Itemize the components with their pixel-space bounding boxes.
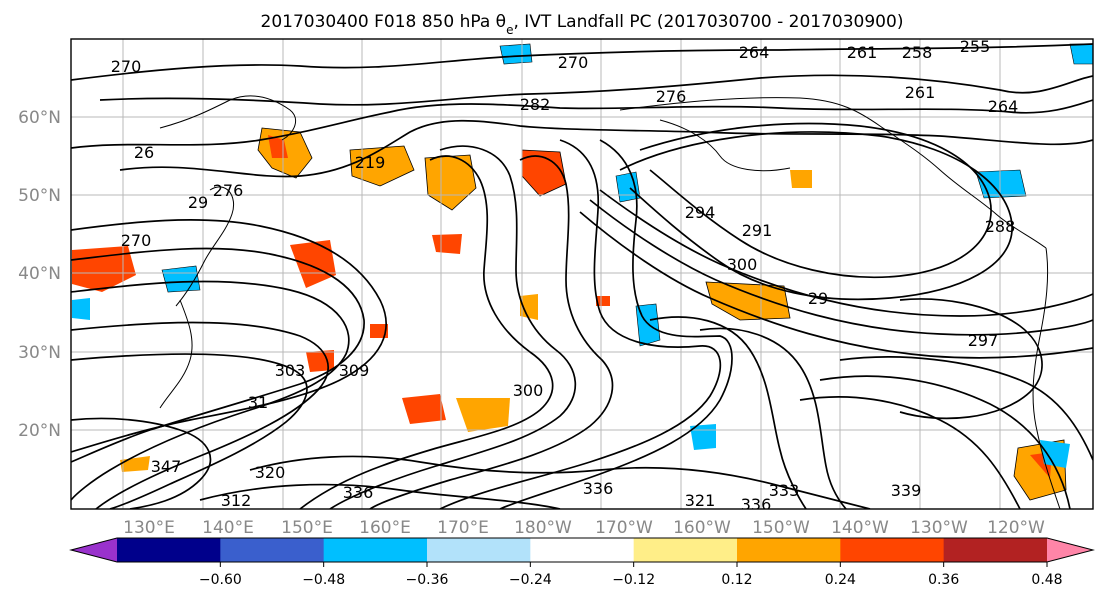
contour-label: 300 xyxy=(513,381,544,400)
contour-label: 309 xyxy=(339,361,370,380)
lon-label: 160°W xyxy=(673,518,731,538)
colorbar-tick-label: −0.24 xyxy=(509,572,552,588)
lon-label: 180°W xyxy=(514,518,572,538)
contour-label: 300 xyxy=(727,255,758,274)
colorbar-extend-low xyxy=(71,538,117,562)
contour-label: 255 xyxy=(960,37,991,56)
contour-label: 261 xyxy=(847,43,878,62)
map-area: 270 270 264 261 258 255 282 276 261 264 … xyxy=(71,37,1093,514)
contour-label: 347 xyxy=(151,457,182,476)
lon-label: 120°W xyxy=(987,518,1045,538)
lat-label: 30°N xyxy=(18,343,61,363)
contour-label: 29 xyxy=(188,193,208,212)
lon-label: 150°E xyxy=(281,518,333,538)
lon-label: 160°E xyxy=(359,518,411,538)
contour-label: 291 xyxy=(742,221,773,240)
lon-label: 130°E xyxy=(123,518,175,538)
contour-label: 258 xyxy=(902,43,933,62)
contour-label: 321 xyxy=(685,491,716,510)
colorbar-segment xyxy=(840,538,945,562)
lon-label: 150°W xyxy=(752,518,810,538)
contour-label: 276 xyxy=(656,87,687,106)
contour-label: 294 xyxy=(685,203,716,222)
longitude-labels: 130°E 140°E 150°E 160°E 170°E 180°W 170°… xyxy=(123,518,1045,538)
colorbar-tick-label: 0.48 xyxy=(1031,572,1062,588)
lon-label: 140°E xyxy=(202,518,254,538)
lon-label: 170°W xyxy=(595,518,653,538)
colorbar-segment xyxy=(943,538,1048,562)
colorbar-tick-label: 0.12 xyxy=(721,572,752,588)
colorbar-tick-label: 0.24 xyxy=(825,572,856,588)
contour-label: 276 xyxy=(213,181,244,200)
colorbar-segment xyxy=(633,538,738,562)
colorbar-segment xyxy=(117,538,221,562)
lat-label: 50°N xyxy=(18,186,61,206)
figure-title: 2017030400 F018 850 hPa θe, IVT Landfall… xyxy=(261,12,904,37)
contour-label: 270 xyxy=(558,53,589,72)
contour-label: 270 xyxy=(111,57,142,76)
contour-label: 297 xyxy=(968,331,999,350)
contour-labels: 270 270 264 261 258 255 282 276 261 264 … xyxy=(111,37,1019,514)
lon-label: 170°E xyxy=(437,518,489,538)
colorbar-tick-label: −0.60 xyxy=(199,572,242,588)
contour-label: 339 xyxy=(891,481,922,500)
lon-label: 140°W xyxy=(831,518,889,538)
contour-label: 336 xyxy=(583,479,614,498)
contour-label: 336 xyxy=(343,483,374,502)
colorbar: −0.60 −0.48 −0.36 −0.24 −0.12 0.12 0.24 0.36 0.4… xyxy=(69,537,1095,588)
colorbar-segment xyxy=(323,538,428,562)
colorbar-extend-high xyxy=(1047,538,1093,562)
lat-label: 60°N xyxy=(18,108,61,128)
colorbar-tick-label: 0.36 xyxy=(928,572,959,588)
colorbar-tick-label: −0.12 xyxy=(612,572,655,588)
contour-label: 26 xyxy=(134,143,154,162)
lat-label: 20°N xyxy=(18,421,61,441)
contour-label: 261 xyxy=(905,83,936,102)
contour-label: 333 xyxy=(769,481,800,500)
contour-label: 31 xyxy=(248,393,268,412)
colorbar-tick-label: −0.36 xyxy=(406,572,449,588)
colorbar-segment xyxy=(427,538,531,562)
contour-label: 312 xyxy=(221,491,252,510)
colorbar-outline xyxy=(69,537,1095,563)
contour-label: 303 xyxy=(275,361,306,380)
map-frame xyxy=(70,38,1094,510)
contour-label: 288 xyxy=(985,217,1016,236)
lon-label: 130°W xyxy=(910,518,968,538)
colorbar-segment xyxy=(220,538,325,562)
contour-label: 336 xyxy=(741,495,772,514)
contour-label: 264 xyxy=(988,97,1019,116)
contour-label: 264 xyxy=(739,43,770,62)
contour-label: 219 xyxy=(355,153,386,172)
latitude-labels: 60°N 50°N 40°N 30°N 20°N xyxy=(18,108,61,441)
colorbar-tick-label: −0.48 xyxy=(302,572,345,588)
contour-label: 282 xyxy=(520,95,551,114)
grid-lines xyxy=(71,39,1093,509)
contour-label: 320 xyxy=(255,463,286,482)
coastlines xyxy=(159,95,1061,509)
lat-label: 40°N xyxy=(18,264,61,284)
colorbar-segment xyxy=(737,538,841,562)
colorbar-segment xyxy=(530,538,635,562)
theta-e-contours xyxy=(71,43,1093,509)
contour-label: 29 xyxy=(808,289,828,308)
contour-label: 270 xyxy=(121,231,152,250)
